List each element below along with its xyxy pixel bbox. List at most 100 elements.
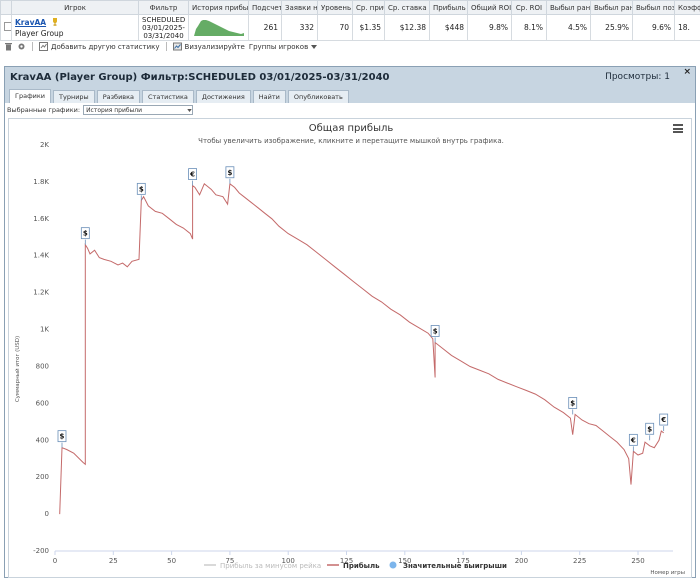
- tab-statistics[interactable]: Статистика: [142, 90, 194, 103]
- player-cell: KravAA Player Group: [11, 14, 139, 41]
- chart-markers: $ $ $ € $ $ $ € $ €: [57, 166, 669, 452]
- panel-title: KravAA (Player Group) Фильтр:SCHEDULED 0…: [10, 71, 390, 83]
- column-header-player[interactable]: Игрок: [11, 0, 139, 15]
- y-tick-label: 1.6K: [33, 215, 49, 223]
- player-group-label: Player Group: [15, 28, 64, 38]
- chart-axes: -200 0 200 400 600 800 1K 1.2K 1.4K 1.6K 1.8K 2K 0 25…: [33, 141, 673, 565]
- marker-symbol: $: [570, 399, 575, 407]
- trophy-icon: [53, 17, 58, 26]
- avg-roi-cell: 8.1%: [511, 14, 547, 41]
- chart-legend: Прибыль за минусом рейка Прибыль Значитель…: [204, 561, 507, 570]
- toolbar-divider: [32, 42, 33, 51]
- add-stats-label: Добавить другую статистику: [51, 42, 160, 51]
- y-axis-label: Суммарный итог (USD): [14, 336, 21, 402]
- tab-charts[interactable]: Графики: [9, 89, 52, 103]
- trash-icon[interactable]: [4, 42, 13, 51]
- tab-tournaments[interactable]: Турниры: [53, 90, 95, 103]
- x-tick-label: 250: [631, 557, 644, 565]
- column-header-out-early[interactable]: Выбыл ран: [546, 0, 591, 15]
- marker-symbol: $: [60, 433, 65, 441]
- total-roi-cell: 9.8%: [467, 14, 512, 41]
- hamburger-menu-icon[interactable]: [673, 124, 683, 133]
- big-win-marker: [659, 413, 669, 426]
- tab-find[interactable]: Найти: [252, 90, 286, 103]
- count-cell: 261: [248, 14, 282, 41]
- add-stats-icon: [39, 42, 48, 51]
- table-header-row: Игрок Фильтр История прибыли Подсчет Зая…: [0, 0, 700, 15]
- y-tick-label: 400: [36, 436, 49, 444]
- avg-stake-cell: $12.38: [384, 14, 430, 41]
- big-win-marker: [80, 227, 90, 240]
- x-tick-label: 100: [282, 557, 295, 565]
- graph-select-value: История прибыли: [86, 106, 143, 114]
- marker-symbol: $: [139, 185, 144, 193]
- x-tick-label: 0: [53, 557, 57, 565]
- close-icon[interactable]: ×: [683, 67, 691, 77]
- y-tick-label: 2K: [40, 141, 49, 149]
- player-link[interactable]: KravAA: [15, 17, 47, 27]
- profit-chart[interactable]: Общая прибыль Чтобы увеличить изображени…: [9, 119, 693, 578]
- views-counter: Просмотры: 1: [605, 72, 670, 82]
- column-header-avg-profit[interactable]: Ср. прибыль: [352, 0, 385, 15]
- tab-breakdown[interactable]: Разбивка: [96, 90, 141, 103]
- x-tick-label: 50: [167, 557, 176, 565]
- marker-symbol: $: [433, 327, 438, 335]
- x-tick-label: 200: [515, 557, 528, 565]
- column-header-avg-roi[interactable]: Ср. ROI: [511, 0, 547, 15]
- chart-title: Общая прибыль: [309, 123, 394, 134]
- graph-select-dropdown[interactable]: История прибыли: [83, 105, 194, 115]
- graph-select-row: Выбранные графики: История прибыли: [5, 103, 695, 117]
- row-checkbox[interactable]: [4, 22, 11, 31]
- profit-history-cell[interactable]: [188, 14, 249, 41]
- column-header-profit[interactable]: Прибыль: [429, 0, 468, 15]
- column-header-count[interactable]: Подсчет: [248, 0, 282, 15]
- panel-header: KravAA (Player Group) Фильтр:SCHEDULED 0…: [5, 67, 695, 87]
- chart-subtitle: Чтобы увеличить изображение, кликните и …: [198, 137, 504, 145]
- column-header-profit-history[interactable]: История прибыли: [188, 0, 249, 15]
- column-header-filter[interactable]: Фильтр: [138, 0, 189, 15]
- chart-series: [59, 182, 665, 515]
- chart-frame[interactable]: Общая прибыль Чтобы увеличить изображени…: [8, 118, 692, 578]
- y-tick-label: 1.2K: [33, 289, 49, 297]
- x-tick-label: 150: [398, 557, 411, 565]
- x-tick-label: 25: [109, 557, 118, 565]
- x-tick-label: 225: [573, 557, 586, 565]
- entries-cell: 332: [281, 14, 318, 41]
- column-header-level[interactable]: Уровень: [317, 0, 353, 15]
- settings-icon[interactable]: [17, 42, 26, 51]
- marker-symbol: €: [630, 436, 636, 444]
- big-win-marker: [188, 168, 197, 180]
- column-header-avg-stake[interactable]: Ср. ставка: [384, 0, 430, 15]
- level-cell: 70: [317, 14, 353, 41]
- filter-cell: SCHEDULED 03/01/2025- 03/31/2040: [138, 14, 189, 41]
- y-tick-label: 600: [36, 399, 49, 407]
- tab-publish[interactable]: Опубликовать: [287, 90, 349, 103]
- tab-achievements[interactable]: Достижения: [195, 90, 251, 103]
- column-header-out-early2[interactable]: Выбыл рано/: [590, 0, 633, 15]
- legend-item-label: Значительные выигрыши: [403, 562, 507, 570]
- player-groups-dropdown[interactable]: Группы игроков: [249, 43, 318, 51]
- big-win-marker: [136, 182, 146, 195]
- visualize-button[interactable]: Визуализируйте: [172, 42, 245, 51]
- column-header-entries[interactable]: Заявки н: [281, 0, 318, 15]
- y-tick-label: 200: [36, 473, 49, 481]
- y-tick-label: -200: [33, 547, 49, 555]
- out-early2-cell: 25.9%: [590, 14, 633, 41]
- x-tick-label: 75: [225, 557, 234, 565]
- marker-symbol: €: [660, 416, 666, 424]
- column-header-coef[interactable]: Коэфф: [674, 0, 700, 15]
- toolbar-divider: [165, 42, 167, 51]
- profit-sparkline[interactable]: [193, 17, 245, 37]
- big-win-marker: [430, 325, 440, 337]
- table-row[interactable]: KravAA Player Group SCHEDULED 03/01/2025…: [0, 14, 700, 41]
- x-tick-label: 125: [340, 557, 353, 565]
- column-header-total-roi[interactable]: Общий ROI: [467, 0, 512, 15]
- y-tick-label: 1.4K: [33, 252, 49, 260]
- graph-select-label: Выбранные графики:: [7, 106, 81, 114]
- add-stats-button[interactable]: Добавить другую статистику: [39, 42, 160, 51]
- table-toolbar: Добавить другую статистику Визуализируйт…: [0, 40, 700, 53]
- select-column-header: [0, 0, 12, 15]
- y-tick-label: 1K: [40, 326, 49, 334]
- row-select-cell[interactable]: [0, 14, 12, 41]
- column-header-out-late[interactable]: Выбыл поздно: [632, 0, 675, 15]
